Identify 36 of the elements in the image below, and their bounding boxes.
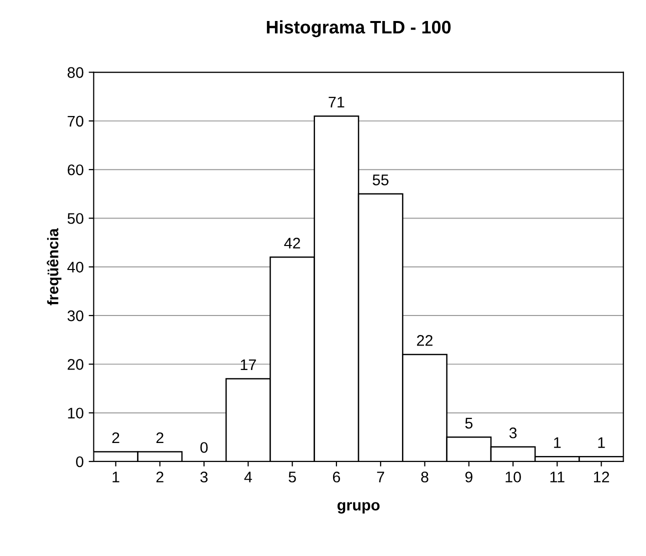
data-label: 5	[465, 418, 472, 429]
data-label: 1	[554, 437, 561, 448]
y-tick-label: 70	[68, 116, 84, 127]
data-label: 22	[417, 335, 432, 346]
x-tick-label: 12	[594, 472, 610, 482]
x-tick-label: 4	[244, 472, 252, 482]
y-tick-label: 0	[76, 456, 84, 468]
data-label: 0	[200, 442, 208, 453]
x-tick-label: 8	[421, 472, 428, 482]
x-axis-title: grupo	[338, 502, 380, 514]
data-label: 2	[112, 432, 120, 444]
y-tick-label: 20	[68, 359, 84, 370]
x-tick-label: 2	[156, 472, 164, 482]
data-label: 71	[328, 96, 344, 108]
x-tick-label: 6	[332, 472, 340, 482]
data-label: 3	[509, 427, 517, 438]
y-axis-title: freqüência	[46, 228, 62, 306]
data-label: 1	[598, 437, 605, 448]
x-tick-label: 9	[465, 472, 472, 482]
x-tick-label: 11	[550, 472, 564, 482]
data-label: 2	[156, 432, 164, 444]
data-label: 42	[284, 238, 300, 248]
x-tick-label: 7	[377, 472, 384, 482]
x-tick-label: 1	[112, 472, 120, 482]
y-tick-label: 50	[68, 213, 84, 224]
x-tick-label: 10	[506, 472, 521, 482]
x-tick-label: 3	[200, 472, 208, 482]
chart-title: Histograma TLD - 100	[266, 20, 451, 38]
y-tick-label: 80	[68, 67, 84, 78]
data-label: 55	[372, 174, 388, 186]
data-label: 17	[240, 360, 256, 370]
y-tick-label: 10	[68, 408, 84, 419]
y-tick-label: 30	[68, 310, 84, 322]
y-tick-label: 40	[67, 262, 84, 273]
x-tick-label: 5	[288, 472, 296, 482]
y-tick-label: 60	[68, 164, 84, 176]
